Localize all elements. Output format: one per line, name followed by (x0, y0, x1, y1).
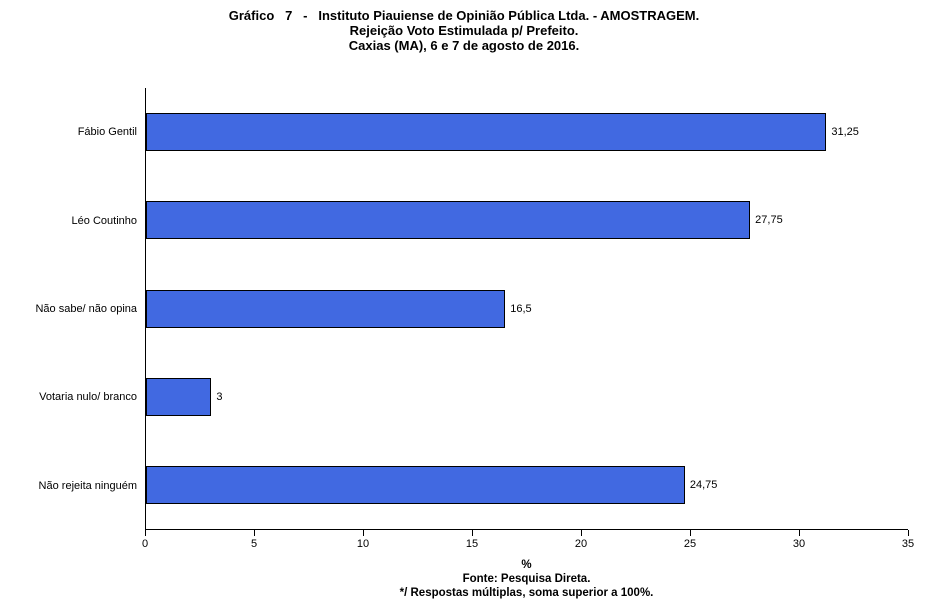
bar-band: 31,25 (146, 88, 908, 176)
x-tick-mark (690, 530, 691, 536)
value-label: 31,25 (831, 126, 859, 139)
category-label: Votaria nulo/ branco (39, 391, 137, 404)
bar (146, 201, 751, 240)
x-tick-mark (799, 530, 800, 536)
category-label: Não sabe/ não opina (35, 303, 137, 316)
chart-title: Gráfico 7 - Instituto Piauiense de Opini… (0, 8, 928, 53)
bar (146, 377, 212, 416)
x-tick-label: 10 (356, 538, 370, 550)
x-tick-label: 15 (465, 538, 479, 550)
chart-title-line-3: Caxias (MA), 6 e 7 de agosto de 2016. (348, 38, 580, 53)
chart-title-line-1: Gráfico 7 - Instituto Piauiense de Opini… (228, 8, 700, 23)
x-tick-label: 5 (250, 538, 258, 550)
x-tick-label: 0 (141, 538, 149, 550)
chart-title-line-2: Rejeição Voto Estimulada p/ Prefeito. (349, 23, 579, 38)
x-tick-label: 25 (683, 538, 697, 550)
x-tick-mark (472, 530, 473, 536)
x-tick-mark (908, 530, 909, 536)
bar (146, 465, 685, 504)
category-label: Não rejeita ninguém (38, 479, 137, 492)
value-label: 27,75 (755, 214, 783, 227)
source-note: Fonte: Pesquisa Direta. (462, 573, 591, 585)
x-tick-mark (363, 530, 364, 536)
value-label: 16,5 (510, 302, 532, 315)
chart-footer: % Fonte: Pesquisa Direta. */ Respostas m… (145, 558, 908, 600)
category-label: Fábio Gentil (77, 126, 137, 139)
value-label: 3 (216, 390, 223, 403)
x-axis-label: % (521, 559, 532, 571)
x-tick-label: 30 (792, 538, 806, 550)
x-tick-label: 20 (574, 538, 588, 550)
bar (146, 289, 506, 328)
x-tick-mark (145, 530, 146, 536)
category-label: Léo Coutinho (71, 214, 137, 227)
bar-band: 27,75 (146, 176, 908, 264)
category-labels: Fábio Gentil Léo Coutinho Não sabe/ não op… (0, 88, 137, 530)
bars: 31,25 27,75 16,5 3 24,75 (146, 88, 908, 529)
x-axis: 0 5 10 15 20 25 30 35 (141, 530, 914, 556)
bar-band: 3 (146, 353, 908, 441)
x-tick-label: 35 (901, 538, 915, 550)
value-label: 24,75 (689, 478, 718, 491)
multiple-answers-note: */ Respostas múltiplas, soma superior a … (399, 587, 654, 599)
x-tick-mark (254, 530, 255, 536)
bar (146, 113, 827, 152)
plot-area: 31,25 27,75 16,5 3 24,75 (145, 88, 908, 530)
bar-band: 16,5 (146, 264, 908, 352)
x-tick-mark (581, 530, 582, 536)
bar-band: 24,75 (146, 441, 908, 529)
